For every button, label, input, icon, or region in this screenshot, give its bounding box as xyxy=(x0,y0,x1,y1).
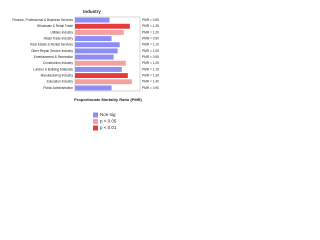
bar xyxy=(75,36,112,42)
y-tick-label: Retail Trade Industry xyxy=(44,36,74,40)
legend-swatch xyxy=(93,112,98,118)
legend-label: p < 0.01 xyxy=(100,125,117,130)
bar xyxy=(75,66,122,72)
bar xyxy=(75,79,132,85)
value-label: PMR = 1.10 xyxy=(142,43,159,47)
bar xyxy=(75,42,120,48)
bar xyxy=(75,73,128,79)
value-label: PMR = 0.90 xyxy=(142,36,159,40)
bar xyxy=(75,23,130,29)
value-label: PMR = 1.35 xyxy=(142,24,159,28)
y-tick-label: Utilities Industry xyxy=(51,30,74,34)
bar xyxy=(75,60,126,66)
legend-swatch xyxy=(93,125,98,131)
value-label: PMR = 0.90 xyxy=(142,86,159,90)
value-label: PMR = 1.30 xyxy=(142,73,159,77)
value-label: PMR = 1.20 xyxy=(142,30,159,34)
value-label: PMR = 1.25 xyxy=(142,61,159,65)
chart-title: Industry xyxy=(83,9,101,14)
chart: Industry Proportionate Mortality Ratio (… xyxy=(12,9,159,131)
value-label: PMR = 0.85 xyxy=(142,18,159,22)
y-tick-label: Lumber & Building Materials xyxy=(33,67,73,71)
x-axis-label: Proportionate Mortality Ratio (PMR) xyxy=(74,97,142,102)
legend-label: p < 0.05 xyxy=(100,119,117,124)
y-tick-label: Entertainment & Recreation xyxy=(34,55,73,59)
y-tick-label: Public Administration xyxy=(43,86,73,90)
y-tick-label: Other Repair Service Industry xyxy=(31,49,73,53)
y-tick-label: Manufacturing Industry xyxy=(41,73,74,77)
y-tick-label: Wholesale & Retail Trade xyxy=(37,24,73,28)
legend-swatch xyxy=(93,119,98,124)
y-tick-label: Finance, Professional & Business Service… xyxy=(12,18,73,22)
value-label: PMR = 1.40 xyxy=(142,80,159,84)
y-tick-label: Construction Industry xyxy=(43,61,74,65)
bar xyxy=(75,54,114,60)
bar xyxy=(75,29,124,35)
value-label: PMR = 1.05 xyxy=(142,49,159,53)
bar xyxy=(75,85,112,91)
value-label: PMR = 0.95 xyxy=(142,55,159,59)
y-tick-label: Education Industry xyxy=(47,80,74,84)
y-tick-label: Real Estate & Rental Services xyxy=(30,43,73,47)
legend-label: Non-sig xyxy=(100,112,116,117)
bar xyxy=(75,48,118,54)
plot-area xyxy=(74,16,141,92)
bar xyxy=(75,17,110,23)
value-label: PMR = 1.15 xyxy=(142,67,159,71)
